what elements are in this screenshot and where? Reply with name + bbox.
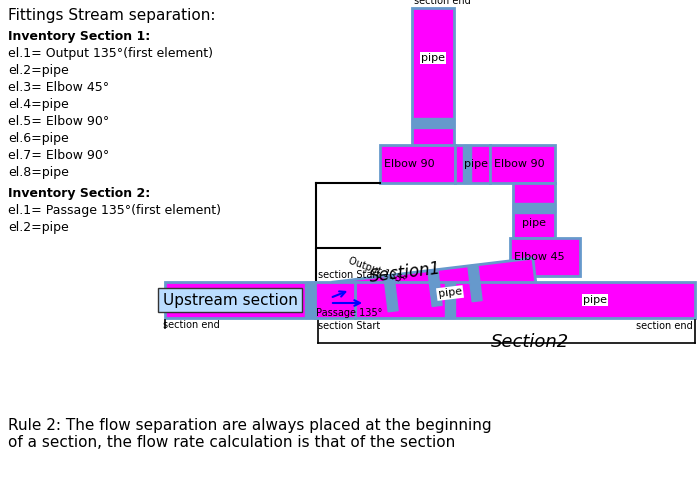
Text: el.2=pipe: el.2=pipe [8,64,69,77]
Text: section Start: section Start [318,270,380,280]
Bar [490,145,555,183]
Bar [412,118,454,128]
Text: Upstream section: Upstream section [162,292,298,308]
Text: Elbow 90: Elbow 90 [384,159,435,169]
Text: Passage 135°: Passage 135° [316,308,382,318]
Text: el.2=pipe: el.2=pipe [8,221,69,234]
Text: Output 135°: Output 135° [347,256,407,286]
Text: el.4=pipe: el.4=pipe [8,98,69,111]
Polygon shape [428,270,442,306]
Text: Section2: Section2 [491,333,569,351]
Text: pipe: pipe [583,295,607,305]
Text: el.1= Output 135°(first element): el.1= Output 135°(first element) [8,47,213,60]
Text: el.3= Elbow 45°: el.3= Elbow 45° [8,81,109,94]
Bar [513,183,555,238]
Text: Inventory Section 2:: Inventory Section 2: [8,187,150,200]
Text: el.8=pipe: el.8=pipe [8,166,69,179]
Bar [445,282,455,318]
Text: pipe: pipe [464,159,488,169]
Text: el.7= Elbow 90°: el.7= Elbow 90° [8,149,109,162]
Bar [355,282,695,318]
Text: Section1: Section1 [368,260,442,286]
Text: pipe: pipe [421,53,445,63]
Polygon shape [384,275,398,312]
Polygon shape [468,264,482,302]
Bar [513,203,555,213]
Bar [305,282,315,318]
Text: Elbow 90: Elbow 90 [494,159,545,169]
Bar [380,145,455,183]
Bar [315,282,355,318]
Bar [165,282,315,318]
Bar [463,145,471,183]
Text: section end: section end [163,320,220,330]
Text: el.6=pipe: el.6=pipe [8,132,69,145]
Text: Elbow 45: Elbow 45 [514,252,565,262]
Text: section Start: section Start [318,321,380,331]
Text: Fittings Stream separation:: Fittings Stream separation: [8,8,216,23]
Text: Inventory Section 1:: Inventory Section 1: [8,30,150,43]
Text: Rule 2: The flow separation are always placed at the beginning
of a section, the: Rule 2: The flow separation are always p… [8,418,491,450]
Bar [510,238,580,276]
Bar [455,145,490,183]
Text: pipe: pipe [522,218,546,228]
Text: el.1= Passage 135°(first element): el.1= Passage 135°(first element) [8,204,221,217]
Bar [412,8,454,148]
Text: pipe: pipe [438,286,463,300]
Text: section end: section end [636,321,693,331]
Text: el.5= Elbow 90°: el.5= Elbow 90° [8,115,109,128]
Text: section end: section end [414,0,470,6]
Polygon shape [333,258,537,318]
